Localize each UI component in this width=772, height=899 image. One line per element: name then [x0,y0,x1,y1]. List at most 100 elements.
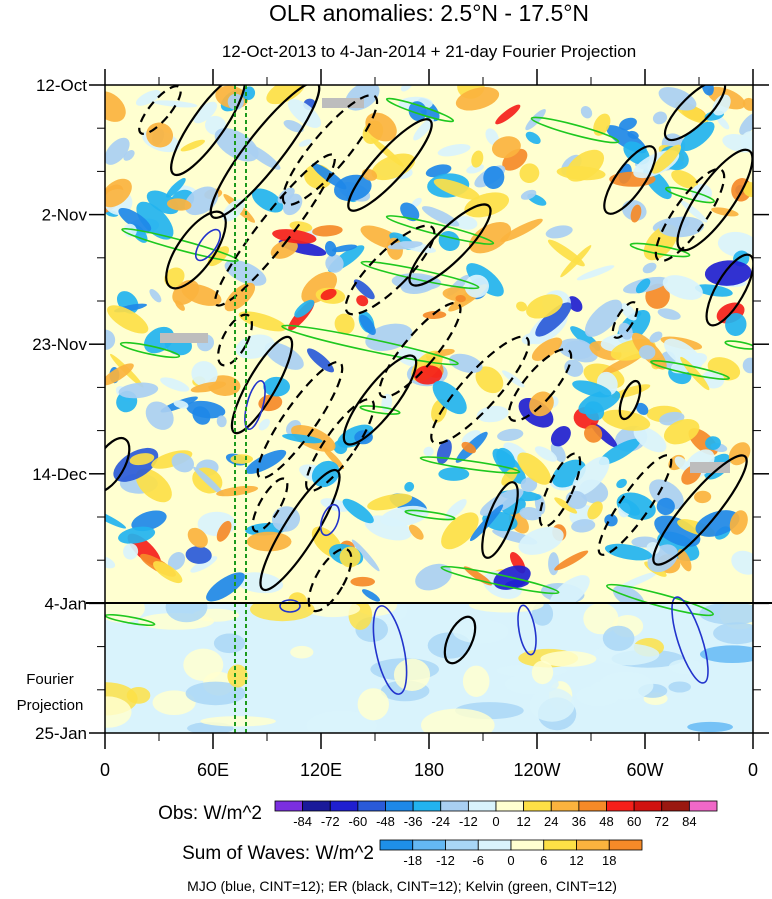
colorbar-box [385,800,414,812]
colorbar-box [357,800,386,812]
y-tick-label: 2-Nov [42,206,88,225]
obs-patch [519,507,542,521]
colorbar-box [608,839,643,851]
obs-patch [146,122,174,148]
forecast-patch [593,643,660,666]
obs-patch [243,142,281,170]
obs-patch [306,348,335,373]
y-tick-label: 14-Dec [32,465,87,484]
missing-data-bar [690,462,730,473]
colorbar-label: -60 [348,814,367,829]
er-contour [344,224,436,316]
obs-patch [520,189,537,200]
x-tick-label: 120E [300,760,342,780]
obs-patch [521,332,540,345]
er-contour [256,360,344,480]
colorbar-box [578,800,607,812]
obs-patch [190,556,218,573]
obs-patch [469,222,512,254]
obs-patch [554,550,589,571]
obs-patch [411,197,422,208]
obs-patch [554,497,578,514]
colorbar-box [633,800,663,812]
obs-patch [518,526,564,555]
obs-patch [216,520,232,542]
colorbar-label: 0 [507,853,514,868]
colorbar-box [477,839,512,851]
obs-patch [325,254,344,273]
mjo-contour [244,379,266,431]
obs-patch [387,241,423,250]
obs-patch [572,380,612,398]
forecast-patch [126,687,151,704]
obs-patch [408,524,424,540]
obs-patch [160,377,190,392]
obs-patch [742,357,753,374]
obs-patch [560,245,592,278]
x-tick-label: 120W [513,760,560,780]
obs-patch [716,115,730,130]
obs-patch [616,478,627,489]
y-tick-label: 12-Oct [36,76,87,95]
er-contour [165,210,227,290]
obs-patch [454,216,478,230]
obs-patch [649,479,684,510]
colorbar-box [543,839,577,851]
colorbar-box [445,839,479,851]
obs-patch [545,225,573,239]
obs-patch [167,552,186,571]
forecast-patch [699,603,753,625]
er-contour [214,153,336,307]
obs-patch [136,201,174,240]
forecast-field [105,603,753,733]
obs-colorbar: -84 -72 -60 -48 -36 -24 -12 0 12 24 36 48 60 72 84 [274,800,718,829]
obs-patch [166,177,186,198]
obs-patch [739,113,753,135]
obs-patch [152,561,183,584]
er-contour [170,85,246,177]
forecast-patch [185,681,246,706]
obs-patch [171,453,195,473]
colorbar-label: 24 [544,814,558,829]
obs-patch [206,572,245,602]
kelvin-contour [385,97,455,123]
obs-patch [571,456,610,496]
obs-patch [495,104,521,125]
colorbar-box [412,800,442,812]
obs-patch [496,447,516,470]
x-axis: 0 60E 120E 180 120W 60W 0 [100,69,758,780]
forecast-patch [668,659,703,675]
obs-patch [359,314,376,336]
forecast-patch [165,603,208,623]
obs-patch [701,370,725,389]
forecast-patch [583,603,619,635]
obs-patch [172,280,200,305]
forecast-label-line-1: Fourier [26,671,74,688]
er-contour [676,148,753,252]
er-contour [481,481,519,559]
forecast-patch [713,622,753,645]
obs-patch [580,106,593,119]
mjo-contour [194,228,222,262]
obs-patch [461,430,481,444]
obs-patch [105,555,116,569]
obs-patch [576,265,615,281]
obs-patch [639,345,656,360]
x-tick-label: 60W [626,760,663,780]
obs-patch [627,130,639,139]
chart-title: OLR anomalies: 2.5°N - 17.5°N [269,0,589,26]
obs-patch [491,136,521,159]
er-contour [347,118,433,212]
colorbar-box [495,800,525,812]
colorbar-label: 12 [569,853,583,868]
obs-colorbar-label: Obs: W/m^2 [158,803,262,824]
er-contour [305,398,375,492]
mjo-contour [319,503,341,537]
obs-patch [658,87,697,111]
obs-patch [190,381,227,393]
wave-contours [105,85,753,733]
obs-patch [173,400,189,409]
obs-patch [251,188,284,213]
colorbar-label: -48 [376,814,395,829]
obs-patch [187,527,208,548]
